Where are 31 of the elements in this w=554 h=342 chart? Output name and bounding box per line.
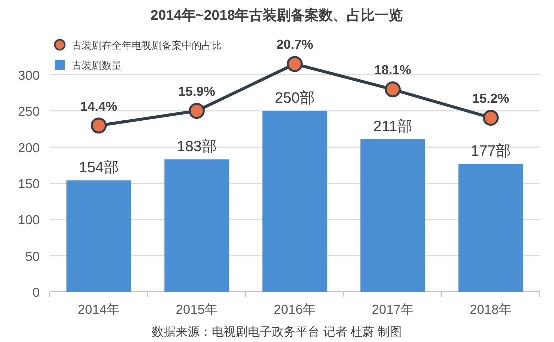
- data-label: 20.7%: [276, 37, 314, 52]
- data-label: 177部: [470, 142, 512, 160]
- y-tick-label: 200: [18, 140, 40, 156]
- data-label: 211部: [374, 118, 412, 136]
- x-tick-label: 2018年: [470, 302, 512, 317]
- legend-label: 古装剧在全年电视剧备案中的占比: [72, 40, 222, 52]
- data-label: 154部: [78, 160, 120, 177]
- x-tick-label: 2016年: [274, 302, 316, 317]
- data-label: 14.4%: [80, 98, 118, 114]
- data-label: 15.9%: [178, 84, 216, 100]
- bar: [262, 111, 328, 292]
- y-tick-label: 150: [18, 176, 40, 192]
- y-tick-label: 300: [18, 68, 40, 83]
- y-tick-label: 250: [18, 104, 40, 120]
- y-tick-label: 100: [18, 212, 40, 228]
- legend-label: 古装剧数量: [72, 60, 122, 72]
- bar: [360, 139, 426, 292]
- source-note: 数据来源：电视剧电子政务平台 记者 杜蔚 制图: [152, 325, 402, 339]
- data-label: 15.2%: [472, 90, 510, 106]
- x-tick-label: 2014年: [78, 302, 120, 317]
- data-label: 18.1%: [374, 62, 412, 78]
- chart-title: 2014年~2018年古装剧备案数、占比一览: [150, 7, 404, 23]
- y-tick-label: 0: [32, 285, 40, 300]
- bar: [458, 164, 524, 292]
- x-tick-label: 2017年: [372, 302, 414, 317]
- y-tick-label: 50: [26, 248, 40, 264]
- bar: [66, 180, 132, 292]
- x-tick-label: 2015年: [176, 302, 218, 317]
- data-label: 250部: [274, 90, 316, 108]
- data-label: 183部: [176, 138, 218, 156]
- bar: [164, 160, 230, 292]
